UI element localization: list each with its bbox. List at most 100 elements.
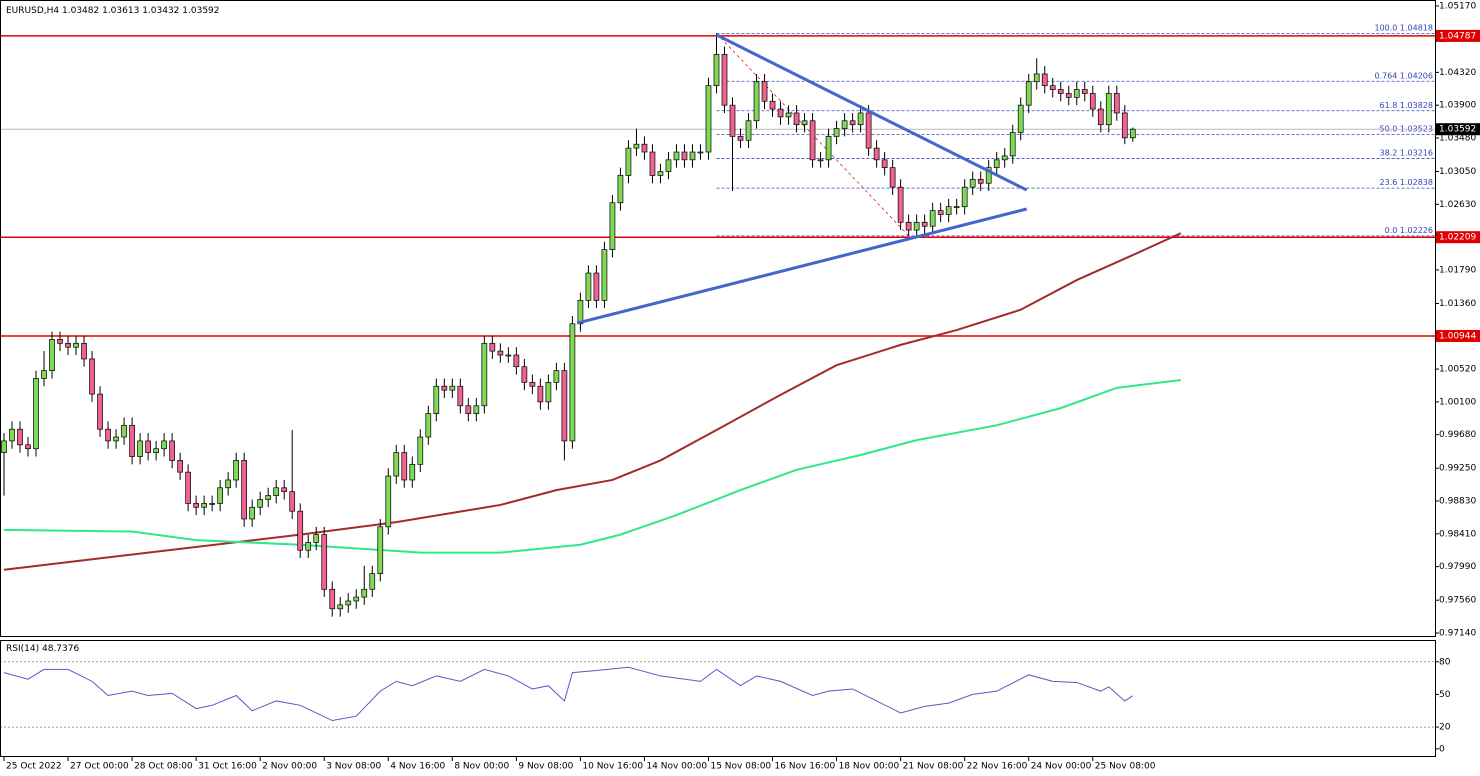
candle-body bbox=[977, 178, 984, 184]
fib-level: 38.2 bbox=[1380, 148, 1398, 157]
candle-body bbox=[17, 428, 23, 446]
candle-body bbox=[561, 370, 568, 442]
candle-body bbox=[257, 499, 264, 508]
x-tick-label: 3 Nov 08:00 bbox=[326, 762, 381, 772]
y-tick-label: 0.98410 bbox=[1439, 529, 1476, 539]
x-tick-label: 4 Nov 16:00 bbox=[390, 762, 445, 772]
rsi-title: RSI(14) 48.7376 bbox=[6, 644, 79, 654]
candle-body bbox=[401, 452, 408, 481]
candle-body bbox=[129, 424, 135, 457]
y-tick-label: 1.04320 bbox=[1439, 68, 1476, 78]
candle-body bbox=[1001, 155, 1008, 161]
y-tick-label: 1.01790 bbox=[1439, 265, 1476, 275]
candle-body bbox=[577, 300, 584, 325]
y-tick-label: 0.99680 bbox=[1439, 430, 1476, 440]
x-tick-label: 24 Nov 00:00 bbox=[1031, 762, 1092, 772]
candle-body bbox=[1065, 93, 1072, 98]
fib-label: 100.0 1.04818 bbox=[1374, 23, 1433, 32]
candle-body bbox=[745, 120, 752, 141]
trendline bbox=[715, 33, 1028, 192]
candle-body bbox=[489, 342, 496, 352]
rsi-tick-label: 80 bbox=[1439, 657, 1451, 667]
level-label: 1.04787 bbox=[1439, 31, 1476, 41]
candle-body bbox=[889, 167, 896, 188]
candle-body bbox=[1113, 93, 1120, 114]
y-tick-label: 1.03050 bbox=[1439, 167, 1476, 177]
fib-price: 1.03216 bbox=[1400, 148, 1433, 157]
open: 1.03482 bbox=[62, 6, 99, 16]
candle-body bbox=[505, 354, 512, 357]
candle-body bbox=[433, 385, 440, 414]
x-tick-label: 9 Nov 08:00 bbox=[518, 762, 573, 772]
fib-level: 0.0 bbox=[1385, 225, 1398, 234]
fib-level: 50.0 bbox=[1380, 124, 1398, 133]
candle-body bbox=[993, 159, 1000, 168]
candle-body bbox=[65, 342, 71, 348]
candle-body bbox=[569, 323, 576, 442]
candle-body bbox=[201, 503, 207, 508]
candle-body bbox=[633, 143, 640, 149]
candle-body bbox=[177, 460, 183, 473]
candle-body bbox=[1081, 89, 1088, 94]
candle-body bbox=[1073, 89, 1080, 98]
y-tick-label: 0.97560 bbox=[1439, 596, 1476, 606]
y-tick-label: 1.05170 bbox=[1439, 2, 1476, 12]
symbol: EURUSD,H4 bbox=[6, 6, 59, 16]
candle-body bbox=[873, 147, 880, 161]
candle-body bbox=[145, 440, 151, 453]
candle-body bbox=[1, 440, 7, 453]
x-tick-label: 15 Nov 08:00 bbox=[710, 762, 771, 772]
candle-body bbox=[681, 151, 688, 161]
rsi-tick-label: 50 bbox=[1439, 690, 1451, 700]
candle-body bbox=[601, 249, 608, 301]
candle-body bbox=[281, 487, 288, 493]
trendline bbox=[576, 207, 1028, 325]
candle-body bbox=[1041, 73, 1048, 86]
candle-body bbox=[1017, 104, 1024, 133]
y-tick-label: 0.98830 bbox=[1439, 497, 1476, 507]
candle-body bbox=[609, 202, 616, 250]
fib-price: 1.02226 bbox=[1400, 225, 1433, 234]
candle-body bbox=[905, 221, 912, 231]
fib-price: 1.02838 bbox=[1400, 178, 1433, 187]
candle-body bbox=[673, 151, 680, 161]
candle-body bbox=[921, 221, 928, 227]
candle-body bbox=[57, 339, 63, 344]
candle-body bbox=[81, 342, 87, 360]
candle-body bbox=[865, 112, 872, 149]
candle-body bbox=[337, 604, 344, 610]
fib-label: 50.0 1.03523 bbox=[1380, 124, 1433, 133]
candle-body bbox=[225, 479, 232, 489]
x-tick-label: 16 Nov 16:00 bbox=[775, 762, 836, 772]
candle-body bbox=[449, 385, 456, 391]
candle-body bbox=[801, 120, 808, 126]
level-label-box bbox=[1436, 329, 1480, 342]
candle-body bbox=[385, 475, 392, 528]
price-panel: 100.0 1.04818 0.764 1.04206 61.8 1.03828 50… bbox=[0, 23, 1435, 617]
candle-body bbox=[249, 506, 256, 520]
candle-body bbox=[737, 136, 744, 141]
candle-body bbox=[785, 112, 792, 118]
candle-body bbox=[297, 510, 304, 551]
candle-body bbox=[537, 385, 544, 403]
candle-body bbox=[25, 444, 31, 450]
y-tick-label: 1.02630 bbox=[1439, 200, 1476, 210]
x-tick-label: 2 Nov 00:00 bbox=[262, 762, 317, 772]
level-label: 1.02209 bbox=[1439, 233, 1476, 243]
candle-body bbox=[761, 81, 768, 102]
candle-body bbox=[553, 370, 560, 383]
candle-body bbox=[937, 210, 944, 215]
candle-body bbox=[209, 503, 215, 505]
candle-body bbox=[9, 428, 15, 442]
candle-body bbox=[641, 143, 648, 153]
candle-body bbox=[361, 588, 368, 598]
candle-body bbox=[985, 167, 992, 184]
candle-body bbox=[521, 366, 528, 383]
candle-body bbox=[529, 382, 536, 387]
candle-body bbox=[649, 151, 656, 176]
rsi-frame bbox=[0, 640, 1436, 757]
candle-body bbox=[513, 354, 520, 368]
candle-body bbox=[153, 448, 159, 453]
